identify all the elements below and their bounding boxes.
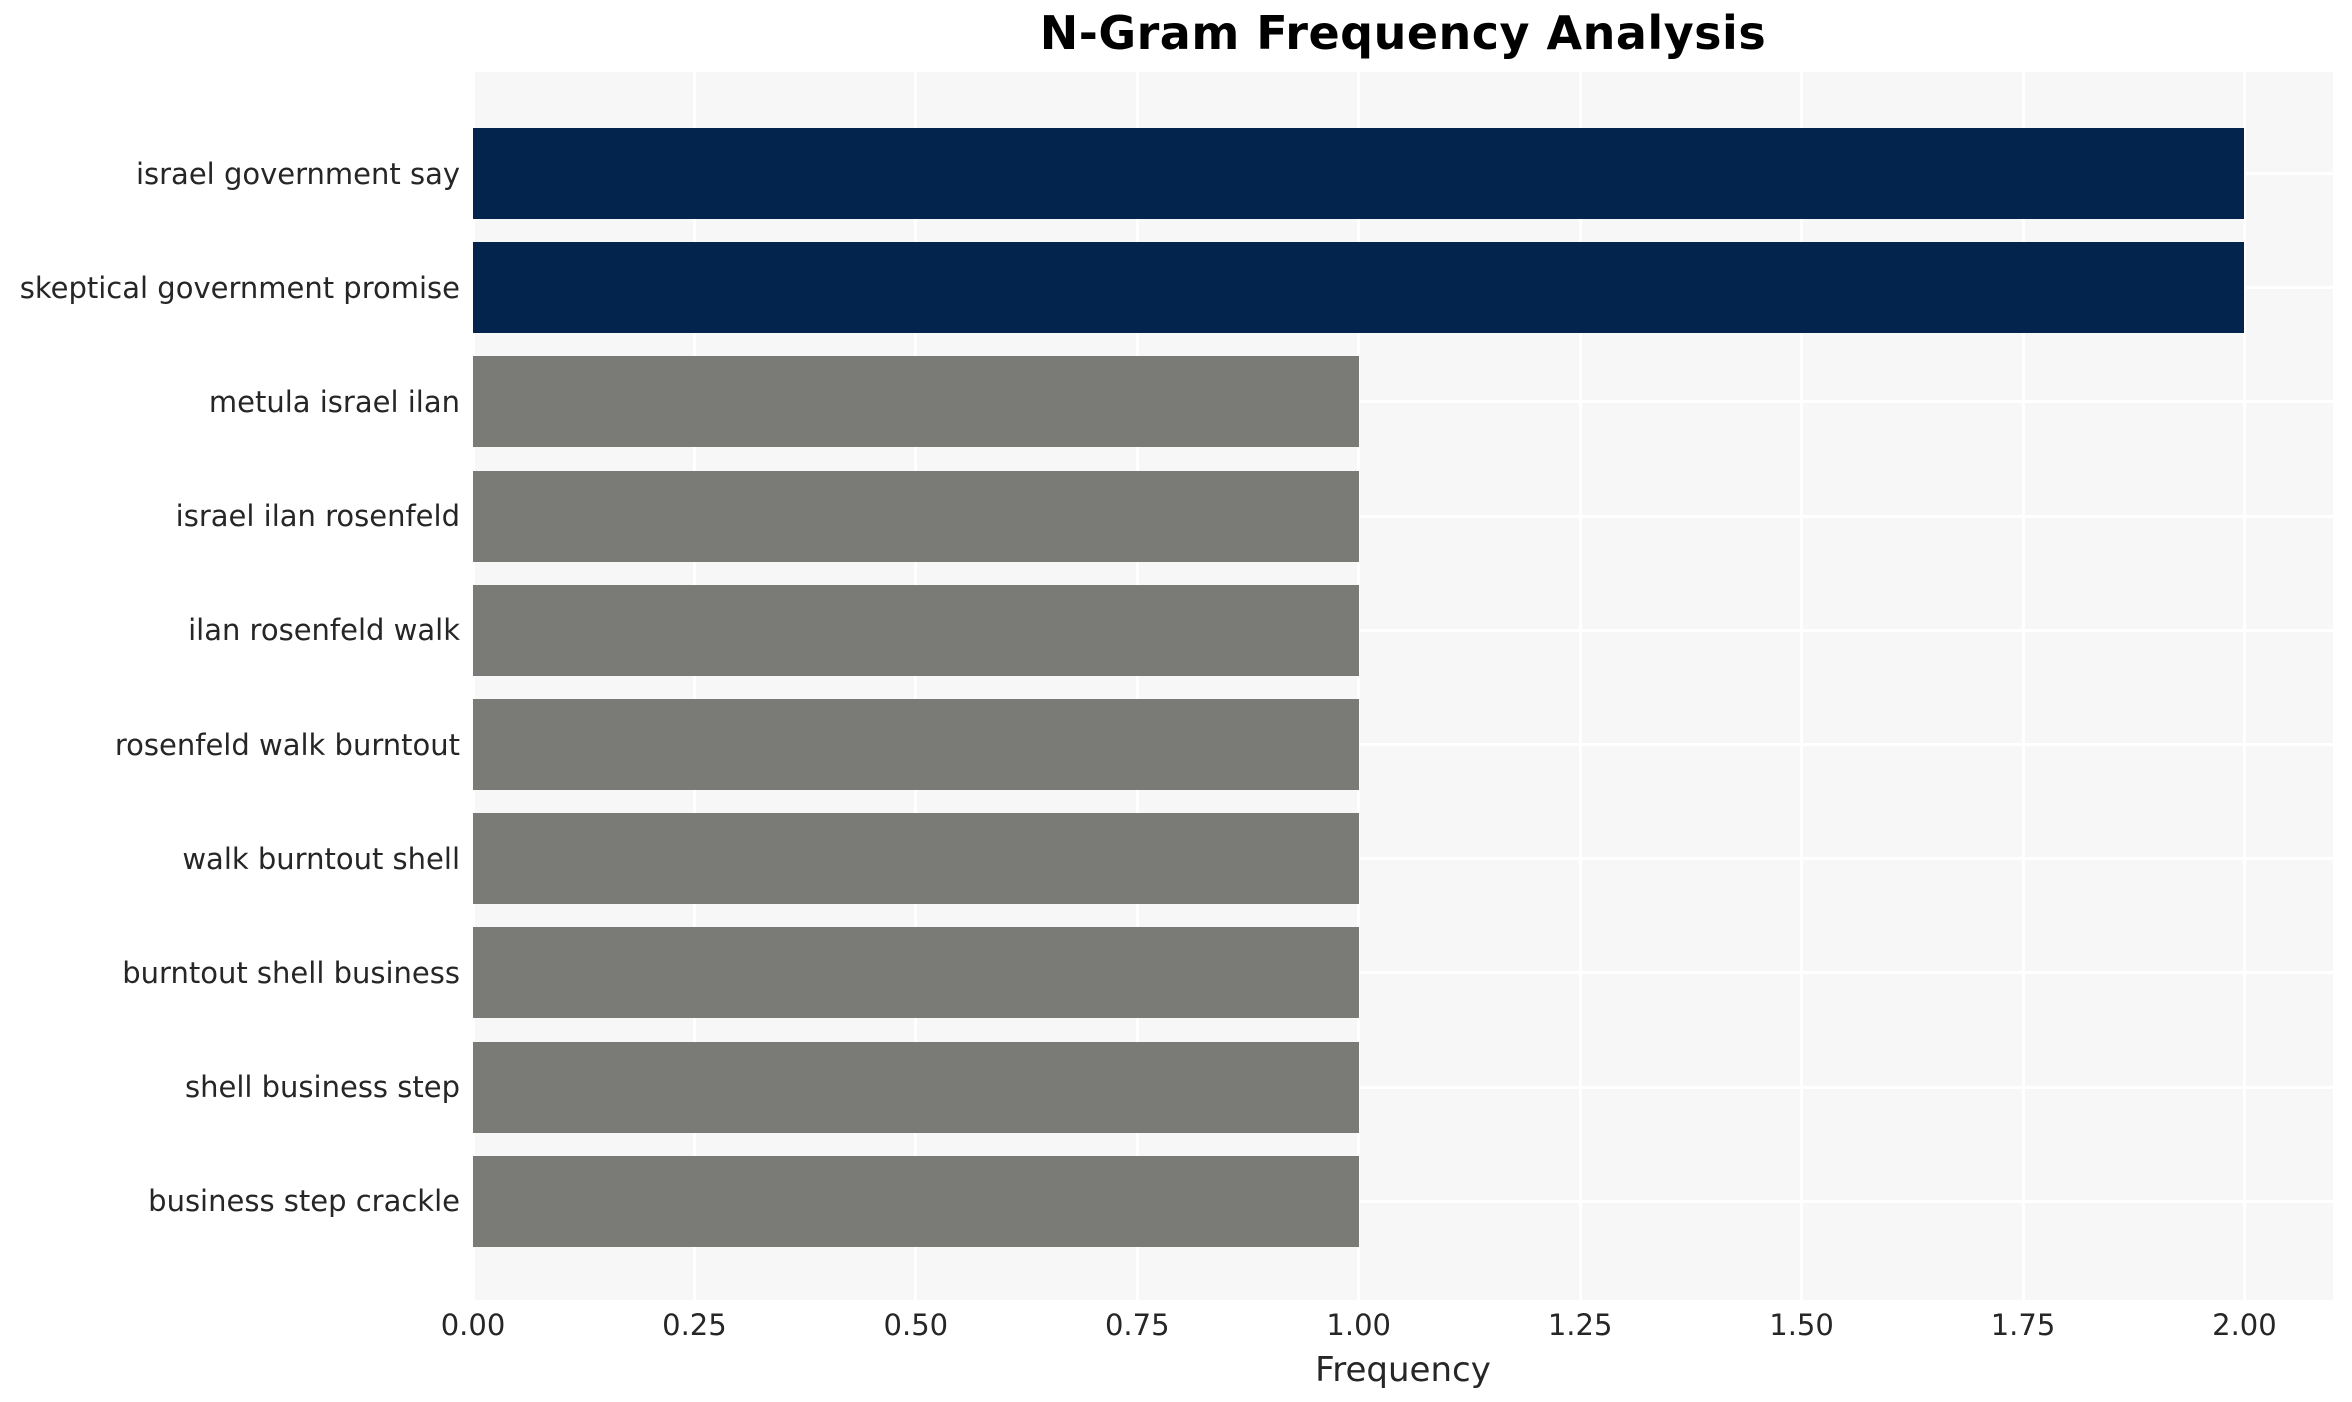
x-tick-label: 1.75 <box>1990 1308 2056 1342</box>
gridline-horizontal <box>473 400 2333 404</box>
bar-rosenfeld-walk-burntout <box>473 699 1359 790</box>
bar-metula-israel-ilan <box>473 356 1359 448</box>
bar-business-step-crackle <box>473 1155 1359 1247</box>
gridline-horizontal <box>473 971 2333 975</box>
gridline-vertical <box>2242 72 2246 1300</box>
plot-area <box>471 72 2333 1300</box>
category-label: rosenfeld walk burntout <box>114 727 460 762</box>
category-label: ilan rosenfeld walk <box>188 613 460 648</box>
bar-ilan-rosenfeld-walk <box>473 584 1359 676</box>
y-axis-labels: israel government say skeptical governmen… <box>0 72 460 1300</box>
gridline-vertical <box>1800 72 1804 1300</box>
gridline-horizontal <box>473 857 2333 861</box>
category-label: israel government say <box>135 156 460 191</box>
x-tick-label: 0.50 <box>883 1308 949 1342</box>
category-label: walk burntout shell <box>182 841 460 876</box>
x-tick-label: 0.25 <box>662 1308 727 1342</box>
bar-walk-burntout-shell <box>473 813 1359 905</box>
category-label: shell business step <box>184 1070 460 1105</box>
category-label: burntout shell business <box>122 955 460 990</box>
category-label: business step crackle <box>148 1184 460 1219</box>
gridline-vertical <box>471 72 475 1300</box>
gridline-vertical <box>1357 72 1361 1300</box>
category-label: skeptical government promise <box>19 270 460 305</box>
x-tick-label: 1.50 <box>1769 1308 1834 1342</box>
gridline-vertical <box>692 72 696 1300</box>
x-tick-label: 0.00 <box>440 1308 506 1342</box>
gridline-horizontal <box>473 1199 2333 1203</box>
x-tick-label: 2.00 <box>2212 1308 2277 1342</box>
gridline-horizontal <box>473 628 2333 632</box>
bar-skeptical-government-promise <box>473 242 2245 334</box>
gridline-vertical <box>914 72 918 1300</box>
category-label: israel ilan rosenfeld <box>175 499 460 534</box>
gridline-horizontal <box>473 514 2333 518</box>
bar-shell-business-step <box>473 1041 1359 1133</box>
bar-israel-ilan-rosenfeld <box>473 470 1359 562</box>
gridline-vertical <box>2021 72 2025 1300</box>
x-tick-label: 1.00 <box>1326 1308 1391 1342</box>
gridline-vertical <box>1135 72 1139 1300</box>
gridline-horizontal <box>473 743 2333 746</box>
bar-burntout-shell-business <box>473 927 1359 1019</box>
chart-title: N-Gram Frequency Analysis <box>1039 6 1767 60</box>
x-tick-label: 1.25 <box>1547 1308 1613 1342</box>
x-axis-label: Frequency <box>1315 1350 1491 1390</box>
x-tick-label: 0.75 <box>1104 1308 1170 1342</box>
category-label: metula israel ilan <box>208 384 460 419</box>
bar-israel-government-say <box>473 128 2245 219</box>
gridline-vertical <box>1578 72 1582 1300</box>
gridline-horizontal <box>473 1085 2333 1089</box>
